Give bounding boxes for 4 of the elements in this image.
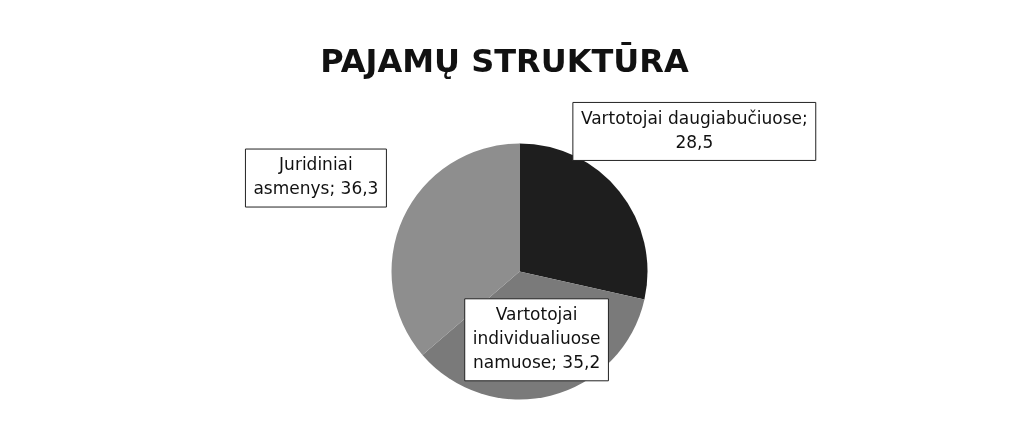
slice-label: Juridiniai asmenys; 36,3 (253, 154, 379, 199)
slice-label: Vartotojai individualiuose namuose; 35,2 (472, 304, 601, 373)
chart-title: PAJAMŲ STRUKTŪRA (319, 42, 690, 80)
slice-label: Vartotojai daugiabučiuose; 28,5 (580, 107, 808, 152)
